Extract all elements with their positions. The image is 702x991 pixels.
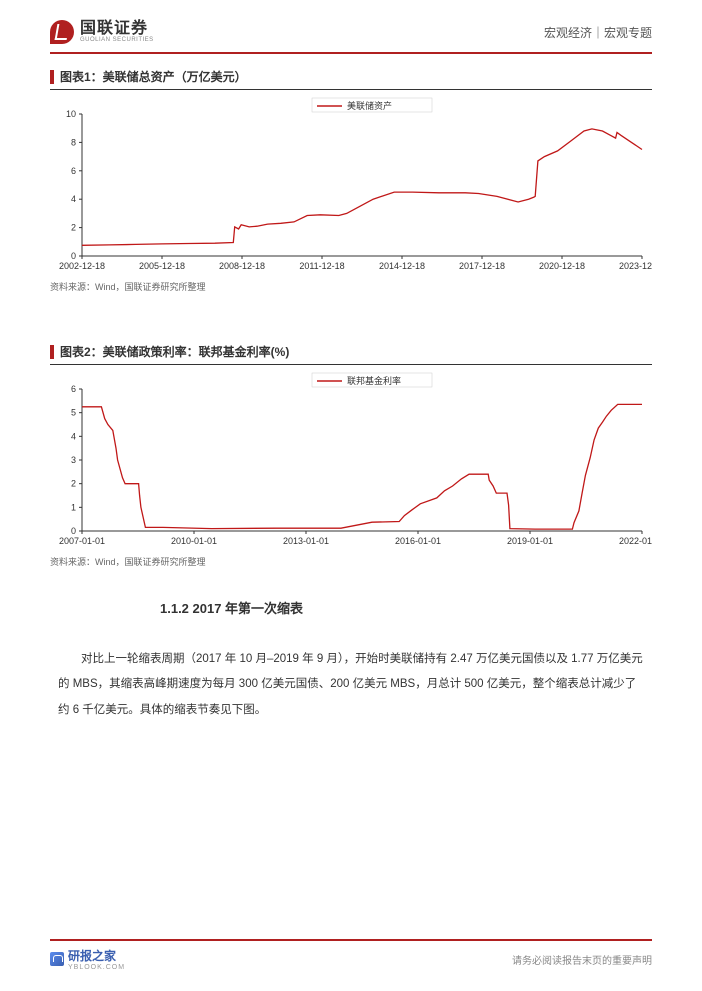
svg-text:美联储资产: 美联储资产: [347, 100, 392, 111]
svg-text:2007-01-01: 2007-01-01: [59, 536, 105, 546]
svg-text:2010-01-01: 2010-01-01: [171, 536, 217, 546]
section-heading: 1.1.2 2017 年第一次缩表: [160, 598, 652, 617]
chart1-accent: [50, 70, 54, 84]
section-paragraph: 对比上一轮缩表周期（2017 年 10 月–2019 年 9 月），开始时美联储…: [50, 647, 652, 723]
svg-text:2016-01-01: 2016-01-01: [395, 536, 441, 546]
svg-text:4: 4: [71, 431, 76, 441]
page-footer: 研报之家 YBLOOK.COM 请务必阅读报告末页的重要声明: [50, 939, 652, 971]
chart1-source: 资料来源：Wind，国联证券研究所整理: [50, 280, 652, 293]
chart2-title: 图表2：美联储政策利率：联邦基金利率(%): [60, 343, 289, 360]
chart2-source: 资料来源：Wind，国联证券研究所整理: [50, 555, 652, 568]
svg-text:2022-01-01: 2022-01-01: [619, 536, 652, 546]
svg-text:2023-12-18: 2023-12-18: [619, 261, 652, 271]
footer-disclaimer: 请务必阅读报告末页的重要声明: [512, 952, 652, 967]
brand-name-cn: 国联证券: [80, 21, 154, 37]
report-category: 宏观经济｜宏观专题: [544, 24, 652, 41]
svg-text:2005-12-18: 2005-12-18: [139, 261, 185, 271]
svg-text:5: 5: [71, 408, 76, 418]
svg-text:2013-01-01: 2013-01-01: [283, 536, 329, 546]
svg-text:0: 0: [71, 526, 76, 536]
footer-brand: 研报之家: [68, 947, 125, 964]
svg-text:2: 2: [71, 479, 76, 489]
svg-text:2008-12-18: 2008-12-18: [219, 261, 265, 271]
svg-text:2020-12-18: 2020-12-18: [539, 261, 585, 271]
chart1-title: 图表1：美联储总资产（万亿美元）: [60, 68, 247, 85]
svg-text:联邦基金利率: 联邦基金利率: [347, 375, 401, 386]
footer-logo-icon: [50, 952, 64, 966]
svg-text:2014-12-18: 2014-12-18: [379, 261, 425, 271]
svg-text:3: 3: [71, 455, 76, 465]
svg-text:1: 1: [71, 502, 76, 512]
brand-name-en: GUOLIAN SECURITIES: [80, 37, 154, 43]
brand-logo-icon: [50, 20, 74, 44]
svg-text:2: 2: [71, 223, 76, 233]
chart1-canvas: 0 2 4 6 8 10 2002-12-18 2005-12-18 2008-12-18 201…: [50, 96, 652, 276]
svg-text:2002-12-18: 2002-12-18: [59, 261, 105, 271]
svg-text:6: 6: [71, 384, 76, 394]
chart2-block: 图表2：美联储政策利率：联邦基金利率(%) 0 1 2 3 4 5 6 2007-01-01 2…: [50, 343, 652, 568]
brand-logo: 国联证券 GUOLIAN SECURITIES: [50, 20, 154, 44]
svg-text:0: 0: [71, 251, 76, 261]
page-header: 国联证券 GUOLIAN SECURITIES 宏观经济｜宏观专题: [50, 20, 652, 54]
svg-text:2017-12-18: 2017-12-18: [459, 261, 505, 271]
svg-text:2019-01-01: 2019-01-01: [507, 536, 553, 546]
svg-text:2011-12-18: 2011-12-18: [299, 261, 344, 271]
svg-text:8: 8: [71, 137, 76, 147]
footer-logo: 研报之家 YBLOOK.COM: [50, 947, 125, 971]
svg-text:10: 10: [66, 109, 76, 119]
chart2-accent: [50, 345, 54, 359]
chart1-block: 图表1：美联储总资产（万亿美元） 0 2 4 6 8 10 2002-12-18 2005-1…: [50, 68, 652, 293]
footer-brand-sub: YBLOOK.COM: [68, 964, 125, 971]
svg-text:6: 6: [71, 166, 76, 176]
chart2-canvas: 0 1 2 3 4 5 6 2007-01-01 2010-01-01 2013-01-01 201…: [50, 371, 652, 551]
svg-text:4: 4: [71, 194, 76, 204]
